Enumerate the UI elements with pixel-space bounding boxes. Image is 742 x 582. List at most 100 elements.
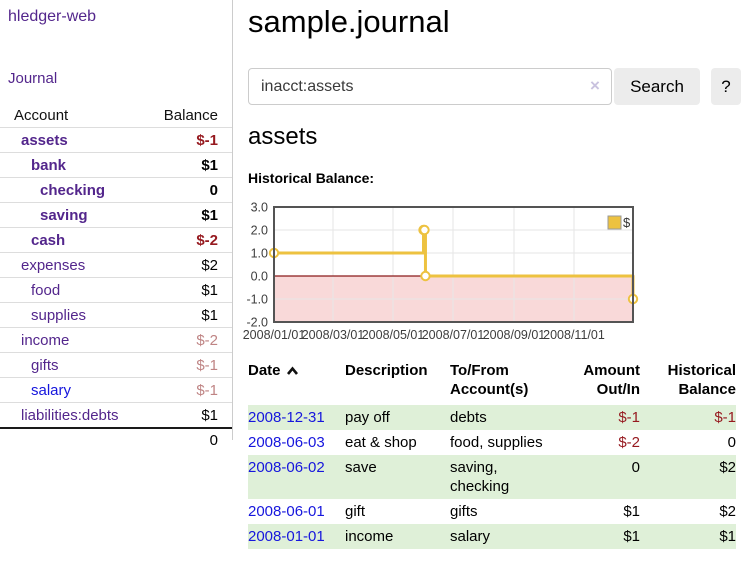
account-balance: 0 [209, 181, 218, 199]
transaction-balance: $2 [719, 459, 736, 476]
account-link[interactable]: checking [40, 181, 106, 199]
account-balance: $-2 [196, 331, 218, 349]
transaction-date-link[interactable]: 2008-01-01 [248, 528, 325, 545]
table-row: 2008-06-02 save saving, checking 0 $2 [248, 455, 736, 499]
clear-search-icon[interactable]: × [590, 76, 600, 95]
svg-text:0.0: 0.0 [251, 270, 268, 284]
account-link[interactable]: liabilities:debts [21, 406, 119, 424]
account-balance: $1 [201, 306, 218, 324]
table-row: 2008-06-03 eat & shop food, supplies $-2… [248, 430, 736, 455]
amount-column-header: Amount Out/In [583, 362, 640, 398]
accounts-total-value: 0 [209, 431, 218, 449]
transaction-description: pay off [345, 409, 390, 426]
transaction-amount: $-2 [618, 434, 640, 451]
account-balance-table: Account Balance assets $-1 bank $1 check… [0, 103, 232, 451]
svg-text:-1.0: -1.0 [246, 293, 268, 307]
historical-balance-chart: $3.0 2.0 1.0 0.0 -1.0 -2.0 2008/01/01 2008/03/0… [243, 200, 642, 350]
table-row: 2008-12-31 pay off debts $-1 $-1 [248, 405, 736, 430]
date-column-header[interactable]: Date [248, 361, 345, 405]
sidebar-account-saving: saving $1 [0, 202, 232, 227]
transaction-date-link[interactable]: 2008-06-03 [248, 434, 325, 451]
transaction-date-link[interactable]: 2008-06-02 [248, 459, 325, 476]
help-button[interactable]: ? [711, 68, 741, 105]
account-link[interactable]: salary [31, 381, 72, 399]
transaction-accounts: salary [450, 528, 491, 545]
account-balance: $1 [201, 406, 218, 424]
transaction-balance: 0 [727, 434, 736, 451]
balance-chart: $3.0 2.0 1.0 0.0 -1.0 -2.02008/01/012008/03/0… [243, 201, 639, 342]
sidebar-account-checking: checking 0 [0, 177, 232, 202]
transaction-amount: $1 [623, 503, 640, 520]
sidebar-account-expenses: expenses $2 [0, 252, 232, 277]
account-link[interactable]: cash [31, 231, 66, 249]
svg-text:2008/03/01: 2008/03/01 [302, 328, 365, 342]
balance-column-header: Historical Balance [667, 362, 736, 398]
description-column-header: Description [345, 362, 428, 379]
page-title: sample.journal [248, 4, 450, 39]
account-balance: $2 [201, 256, 218, 274]
account-link[interactable]: supplies [31, 306, 87, 324]
table-row: 2008-01-01 income salary $1 $1 [248, 524, 736, 549]
transaction-accounts: gifts [450, 503, 478, 520]
sidebar-account-income: income $-2 [0, 327, 232, 352]
sidebar-account-assets: assets $-1 [0, 127, 232, 152]
sidebar-account-supplies: supplies $1 [0, 302, 232, 327]
account-link[interactable]: gifts [31, 356, 59, 374]
svg-text:2008/01/01: 2008/01/01 [243, 328, 306, 342]
table-row: 2008-06-01 gift gifts $1 $2 [248, 499, 736, 524]
transaction-amount: $-1 [618, 409, 640, 426]
transaction-accounts: food, supplies [450, 434, 543, 451]
sidebar-account-bank: bank $1 [0, 152, 232, 177]
register-header-row: Date Description To/From Account(s) Amou… [248, 361, 736, 405]
sidebar-divider [232, 0, 233, 440]
transaction-date-link[interactable]: 2008-12-31 [248, 409, 325, 426]
svg-text:2008/07/01: 2008/07/01 [422, 328, 485, 342]
transaction-amount: $1 [623, 528, 640, 545]
date-header-label: Date [248, 362, 281, 379]
svg-text:2008/05/01: 2008/05/01 [362, 328, 425, 342]
account-link[interactable]: assets [21, 131, 68, 149]
transaction-description: save [345, 459, 377, 476]
transaction-balance: $2 [719, 503, 736, 520]
svg-text:1.0: 1.0 [251, 247, 268, 261]
sidebar-item-journal[interactable]: Journal [8, 70, 58, 87]
account-balance: $-1 [196, 356, 218, 374]
account-table-header: Account Balance [0, 103, 232, 127]
transaction-amount: 0 [631, 459, 640, 476]
transaction-balance: $-1 [714, 409, 736, 426]
account-balance: $-1 [196, 381, 218, 399]
sort-ascending-icon [286, 366, 298, 375]
account-link[interactable]: bank [31, 156, 67, 174]
transaction-description: eat & shop [345, 434, 417, 451]
account-balance: $1 [201, 281, 218, 299]
account-link[interactable]: expenses [21, 256, 86, 274]
transaction-accounts: debts [450, 409, 487, 426]
balance-column-header: Balance [163, 106, 218, 124]
transaction-date-link[interactable]: 2008-06-01 [248, 503, 325, 520]
account-link[interactable]: income [21, 331, 70, 349]
svg-text:-2.0: -2.0 [246, 316, 268, 330]
svg-text:2008/11/01: 2008/11/01 [543, 328, 605, 342]
account-link[interactable]: saving [40, 206, 88, 224]
sidebar-account-cash: cash $-2 [0, 227, 232, 252]
transaction-balance: $1 [719, 528, 736, 545]
transaction-description: gift [345, 503, 366, 520]
register-table: Date Description To/From Account(s) Amou… [248, 361, 736, 549]
search-button[interactable]: Search [614, 68, 700, 105]
sidebar-account-food: food $1 [0, 277, 232, 302]
chart-heading: Historical Balance: [248, 170, 375, 186]
to-from-column-header: To/From Account(s) [450, 362, 529, 398]
app-title-link[interactable]: hledger-web [8, 8, 97, 25]
account-balance: $-2 [196, 231, 218, 249]
search-input[interactable] [248, 68, 612, 105]
account-balance: $1 [201, 206, 218, 224]
account-balance: $1 [201, 156, 218, 174]
account-column-header: Account [14, 106, 69, 124]
svg-text:$: $ [623, 215, 631, 230]
account-balance: $-1 [196, 131, 218, 149]
account-link[interactable]: food [31, 281, 61, 299]
sidebar-account-liabilities-debts: liabilities:debts $1 [0, 402, 232, 427]
svg-text:3.0: 3.0 [251, 201, 268, 215]
transaction-accounts: saving, checking [450, 459, 510, 495]
